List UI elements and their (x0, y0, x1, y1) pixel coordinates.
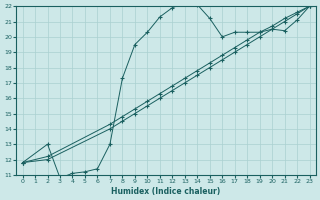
X-axis label: Humidex (Indice chaleur): Humidex (Indice chaleur) (111, 187, 221, 196)
